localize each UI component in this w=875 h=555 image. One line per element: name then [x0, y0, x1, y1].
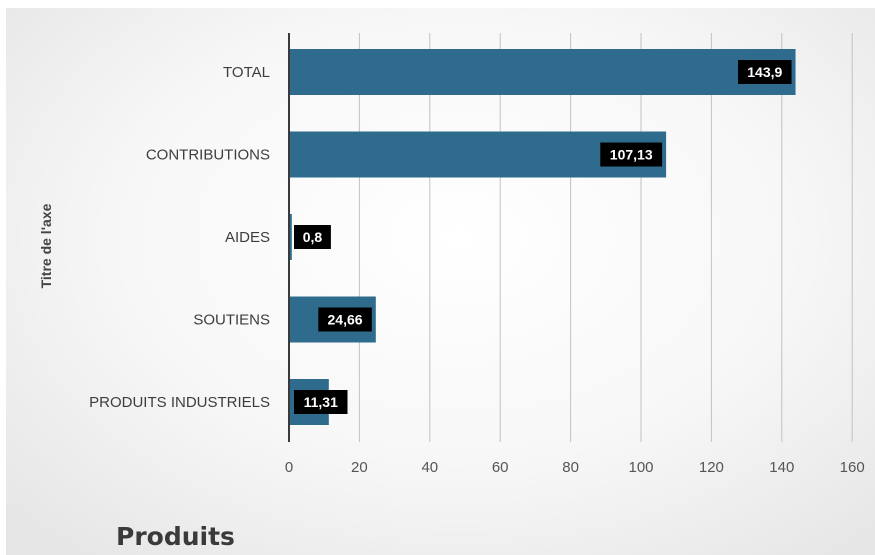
data-label: 143,9 [738, 60, 792, 84]
x-tick-label: 160 [840, 459, 865, 476]
x-tick-label: 120 [699, 459, 724, 476]
data-label-value: 107,13 [610, 147, 653, 163]
data-label-box [738, 60, 792, 84]
x-tick-label: 0 [285, 459, 293, 476]
chart-frame: TOTAL 143,9 CONTRIBUTIONS 107,13 AIDES 0,8 SOU… [6, 8, 875, 555]
data-label: 24,66 [318, 307, 372, 332]
x-tick-label: 60 [492, 459, 509, 476]
category-label: CONTRIBUTIONS [146, 147, 270, 164]
category-label: SOUTIENS [193, 312, 270, 329]
x-tick-label: 20 [351, 459, 368, 476]
data-label: 107,13 [600, 142, 663, 167]
data-label-box [318, 307, 372, 332]
category-label: AIDES [225, 229, 270, 246]
bar-aides [289, 214, 292, 260]
x-tick-label: 140 [769, 459, 794, 476]
data-label: 11,31 [294, 390, 348, 414]
data-label-box [294, 225, 331, 249]
section-title: Produits [116, 522, 235, 551]
x-tick-label: 100 [628, 459, 653, 476]
bar-total [289, 49, 796, 95]
data-label-box [600, 142, 663, 167]
data-label: 0,8 [294, 225, 331, 249]
x-tick-label: 40 [421, 459, 438, 476]
y-axis-title: Titre de l'axe [38, 203, 54, 288]
x-tick-label: 80 [562, 459, 579, 476]
data-label-value: 24,66 [328, 312, 363, 328]
category-label: TOTAL [223, 64, 270, 81]
category-label: PRODUITS INDUSTRIELS [89, 394, 270, 411]
data-label-value: 11,31 [304, 394, 338, 410]
data-label-box [294, 390, 348, 414]
data-label-value: 143,9 [747, 64, 782, 80]
data-label-value: 0,8 [303, 229, 323, 245]
bar-chart: TOTAL 143,9 CONTRIBUTIONS 107,13 AIDES 0,8 SOU… [38, 33, 865, 476]
